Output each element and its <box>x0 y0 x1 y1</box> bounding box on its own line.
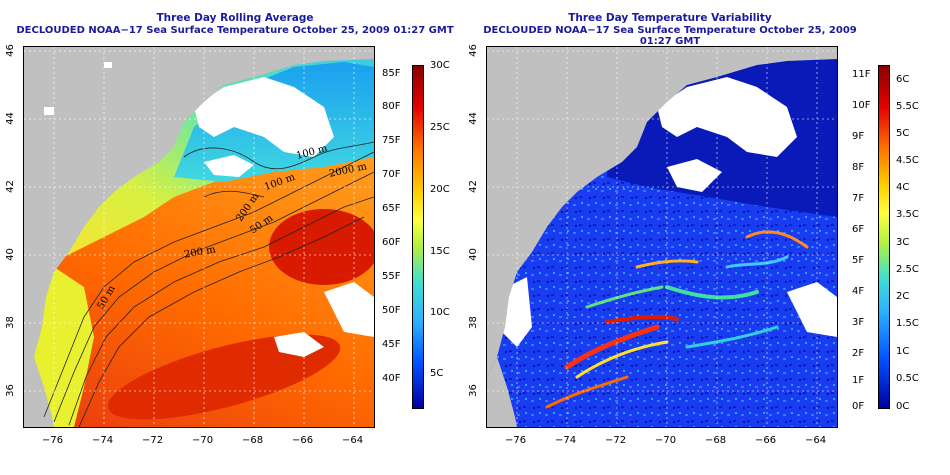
right-map-title: Three Day Temperature Variability <box>568 12 772 24</box>
x-tick-label: −68 <box>242 435 264 446</box>
colorbar-f-label: 6F <box>852 224 865 235</box>
lat-lon-grid <box>24 47 374 427</box>
y-tick-label: 36 <box>467 384 479 397</box>
colorbar-f-label: 60F <box>382 237 401 248</box>
x-tick-label: −72 <box>605 435 627 446</box>
colorbar-f-label: 7F <box>852 193 865 204</box>
x-tick-label: −74 <box>555 435 577 446</box>
x-tick-label: −66 <box>755 435 777 446</box>
land-mass <box>487 47 837 377</box>
y-tick-label: 40 <box>4 248 16 261</box>
colorbar-f-label: 0F <box>852 401 865 412</box>
colorbar-c-label: 0C <box>896 401 910 412</box>
x-tick-label: −72 <box>142 435 164 446</box>
x-tick-label: −70 <box>192 435 214 446</box>
colorbar-c-label: 20C <box>430 184 450 195</box>
right-colorbar <box>878 65 890 409</box>
colorbar-c-label: 3C <box>896 237 910 248</box>
colorbar-c-label: 5C <box>430 368 444 379</box>
colorbar-f-label: 10F <box>852 100 871 111</box>
x-tick-label: −76 <box>505 435 527 446</box>
colorbar-c-label: 1C <box>896 346 910 357</box>
bathymetry-contours <box>43 141 374 427</box>
colorbar-c-label: 5.5C <box>896 101 919 112</box>
colorbar-c-label: 25C <box>430 122 450 133</box>
colorbar-f-label: 80F <box>382 101 401 112</box>
y-tick-label: 36 <box>4 384 16 397</box>
colorbar-f-label: 1F <box>852 375 865 386</box>
y-tick-label: 38 <box>4 316 16 329</box>
left-colorbar <box>412 65 424 409</box>
left-sst-map: 100 m 100 m 2000 m 200 m 200 m 50 m 50 m <box>23 46 375 428</box>
colorbar-f-label: 70F <box>382 169 401 180</box>
y-tick-label: 44 <box>4 112 16 125</box>
left-map-title: Three Day Rolling Average <box>156 12 314 24</box>
y-tick-label: 42 <box>467 180 479 193</box>
cloud-mask-area <box>657 77 797 157</box>
colorbar-c-label: 4.5C <box>896 155 919 166</box>
colorbar-c-label: 0.5C <box>896 373 919 384</box>
y-tick-label: 44 <box>467 112 479 125</box>
cloud-mask-area <box>194 77 334 157</box>
colorbar-f-label: 40F <box>382 373 401 384</box>
colorbar-c-label: 2C <box>896 291 910 302</box>
x-tick-label: −76 <box>42 435 64 446</box>
x-tick-label: −68 <box>705 435 727 446</box>
colorbar-c-label: 15C <box>430 246 450 257</box>
colorbar-f-label: 85F <box>382 68 401 79</box>
colorbar-f-label: 2F <box>852 348 865 359</box>
colorbar-c-label: 5C <box>896 128 910 139</box>
colorbar-f-label: 3F <box>852 317 865 328</box>
left-map-subtitle: DECLOUDED NOAA−17 Sea Surface Temperatur… <box>16 25 454 36</box>
x-tick-label: −64 <box>805 435 827 446</box>
colorbar-f-label: 75F <box>382 135 401 146</box>
lat-lon-grid <box>487 47 837 427</box>
x-tick-label: −70 <box>655 435 677 446</box>
x-tick-label: −74 <box>92 435 114 446</box>
colorbar-c-label: 3.5C <box>896 209 919 220</box>
y-tick-label: 46 <box>467 44 479 57</box>
colorbar-f-label: 55F <box>382 271 401 282</box>
colorbar-f-label: 5F <box>852 255 865 266</box>
colorbar-f-label: 65F <box>382 203 401 214</box>
y-tick-label: 42 <box>4 180 16 193</box>
colorbar-c-label: 4C <box>896 182 910 193</box>
colorbar-f-label: 4F <box>852 286 865 297</box>
high-variability-streaks <box>545 230 809 409</box>
colorbar-f-label: 11F <box>852 69 871 80</box>
colorbar-f-label: 8F <box>852 162 865 173</box>
colorbar-c-label: 1.5C <box>896 318 919 329</box>
right-map-subtitle: DECLOUDED NOAA−17 Sea Surface Temperatur… <box>483 25 857 47</box>
y-tick-label: 40 <box>467 248 479 261</box>
y-tick-label: 46 <box>4 44 16 57</box>
x-tick-label: −66 <box>292 435 314 446</box>
warm-core-eddy <box>269 209 374 285</box>
colorbar-f-label: 45F <box>382 339 401 350</box>
right-variability-map <box>486 46 838 428</box>
colorbar-f-label: 9F <box>852 131 865 142</box>
colorbar-c-label: 30C <box>430 60 450 71</box>
colorbar-c-label: 10C <box>430 307 450 318</box>
x-tick-label: −64 <box>342 435 364 446</box>
colorbar-c-label: 6C <box>896 74 910 85</box>
y-tick-label: 38 <box>467 316 479 329</box>
land-mass <box>24 47 374 377</box>
colorbar-c-label: 2.5C <box>896 264 919 275</box>
colorbar-f-label: 50F <box>382 305 401 316</box>
